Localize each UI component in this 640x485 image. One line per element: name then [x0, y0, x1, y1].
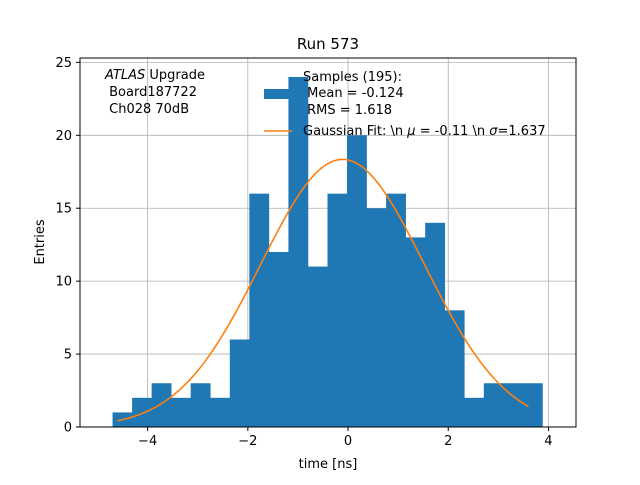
chart-title: Run 573 — [297, 35, 359, 53]
histogram-bar — [503, 383, 524, 427]
legend-fit-sigma-value: =1.637 — [498, 124, 546, 139]
plot-frame — [79, 57, 577, 428]
histogram-bar — [347, 135, 367, 427]
annotation-line-1: ATLAS Upgrade — [104, 68, 205, 83]
histogram-bar — [366, 208, 387, 427]
y-axis-label: Entries — [33, 219, 48, 265]
y-tick-label: 20 — [55, 129, 72, 144]
histogram-bar — [132, 397, 152, 427]
y-tick-label: 15 — [55, 202, 72, 217]
legend-fit-label: Gaussian Fit: \n μ = -0.11 \n σ=1.637 — [303, 124, 546, 139]
histogram-bar — [190, 383, 211, 427]
histogram-bar — [210, 397, 231, 427]
histogram-bars — [112, 76, 543, 427]
histogram-bar — [483, 383, 504, 427]
atlas-label: ATLAS — [104, 68, 145, 83]
histogram-bar — [307, 266, 328, 427]
legend-histogram-line-1: Samples (195): — [303, 70, 402, 85]
x-tick-label: 2 — [444, 434, 452, 449]
legend-fit-mu-value: = -0.11 \n — [416, 124, 490, 139]
y-tick-label: 25 — [55, 56, 72, 71]
legend-fit-sigma-symbol: σ — [489, 124, 498, 139]
histogram-bar — [229, 339, 250, 427]
y-tick-label: 10 — [55, 275, 72, 290]
legend-histogram-line-3: RMS = 1.618 — [303, 103, 392, 118]
atlas-annotation: ATLAS Upgrade Board187722 Ch028 70dB — [104, 68, 205, 117]
histogram-bar — [171, 397, 192, 427]
x-tick-label: 4 — [544, 434, 552, 449]
y-tick-label: 0 — [64, 421, 72, 436]
x-tick-label: 0 — [344, 434, 352, 449]
legend-histogram-swatch — [264, 89, 292, 99]
annotation-line-3: Ch028 70dB — [105, 102, 189, 117]
legend-histogram-line-2: Mean = -0.124 — [303, 86, 404, 101]
histogram-bar — [288, 76, 309, 427]
histogram-bar — [249, 193, 270, 427]
histogram-bar — [522, 383, 543, 427]
legend-fit-prefix: Gaussian Fit: \n — [303, 124, 407, 139]
upgrade-label: Upgrade — [145, 68, 205, 83]
annotation-line-2: Board187722 — [105, 85, 197, 100]
x-axis-ticks: −4 −2 0 2 4 — [138, 427, 553, 449]
histogram-bar — [386, 193, 406, 427]
histogram-bar — [268, 251, 289, 427]
x-tick-label: −4 — [138, 434, 157, 449]
x-tick-label: −2 — [238, 434, 257, 449]
histogram-bar — [327, 193, 348, 427]
legend-fit-mu-symbol: μ — [406, 124, 415, 139]
y-tick-label: 5 — [64, 348, 72, 363]
histogram-bar — [425, 222, 446, 427]
histogram-bar — [405, 237, 426, 427]
histogram-bar — [151, 383, 172, 427]
x-axis-label: time [ns] — [299, 457, 358, 472]
legend: Samples (195): Mean = -0.124 RMS = 1.618… — [264, 70, 546, 139]
y-axis-ticks: 0 5 10 15 20 25 — [55, 56, 80, 436]
histogram-bar — [444, 310, 465, 427]
histogram-bar — [464, 397, 485, 427]
gaussian-fit-curve — [117, 158, 529, 422]
